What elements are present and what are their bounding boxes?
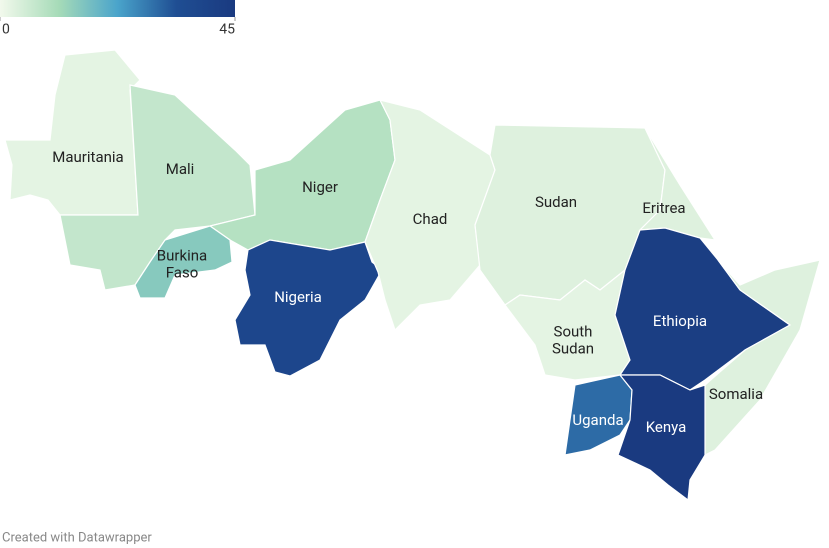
region-label: Mali: [166, 160, 195, 178]
region-label: Nigeria: [274, 288, 322, 306]
region-label: Burkina Faso: [157, 246, 207, 281]
region-label: Kenya: [646, 418, 687, 436]
region: [4, 49, 141, 216]
region-label: Mauritania: [52, 148, 123, 166]
region-label: South Sudan: [552, 322, 594, 357]
legend-bar: [0, 0, 235, 17]
footer: Created with Datawrapper: [2, 530, 152, 545]
region-label: Uganda: [572, 411, 623, 429]
region-label: Chad: [413, 210, 448, 228]
region: [704, 259, 821, 456]
region-label: Sudan: [535, 193, 577, 211]
legend-tick-label: 45: [219, 22, 235, 38]
region-label: Ethiopia: [653, 312, 707, 330]
region: [614, 227, 792, 391]
region: [234, 239, 383, 377]
region: [617, 374, 706, 502]
region: [134, 225, 233, 299]
region-label: Niger: [302, 178, 338, 196]
region-label: Eritrea: [642, 199, 685, 217]
legend-tick-label: 0: [2, 22, 10, 38]
region-label: Somalia: [709, 385, 763, 403]
